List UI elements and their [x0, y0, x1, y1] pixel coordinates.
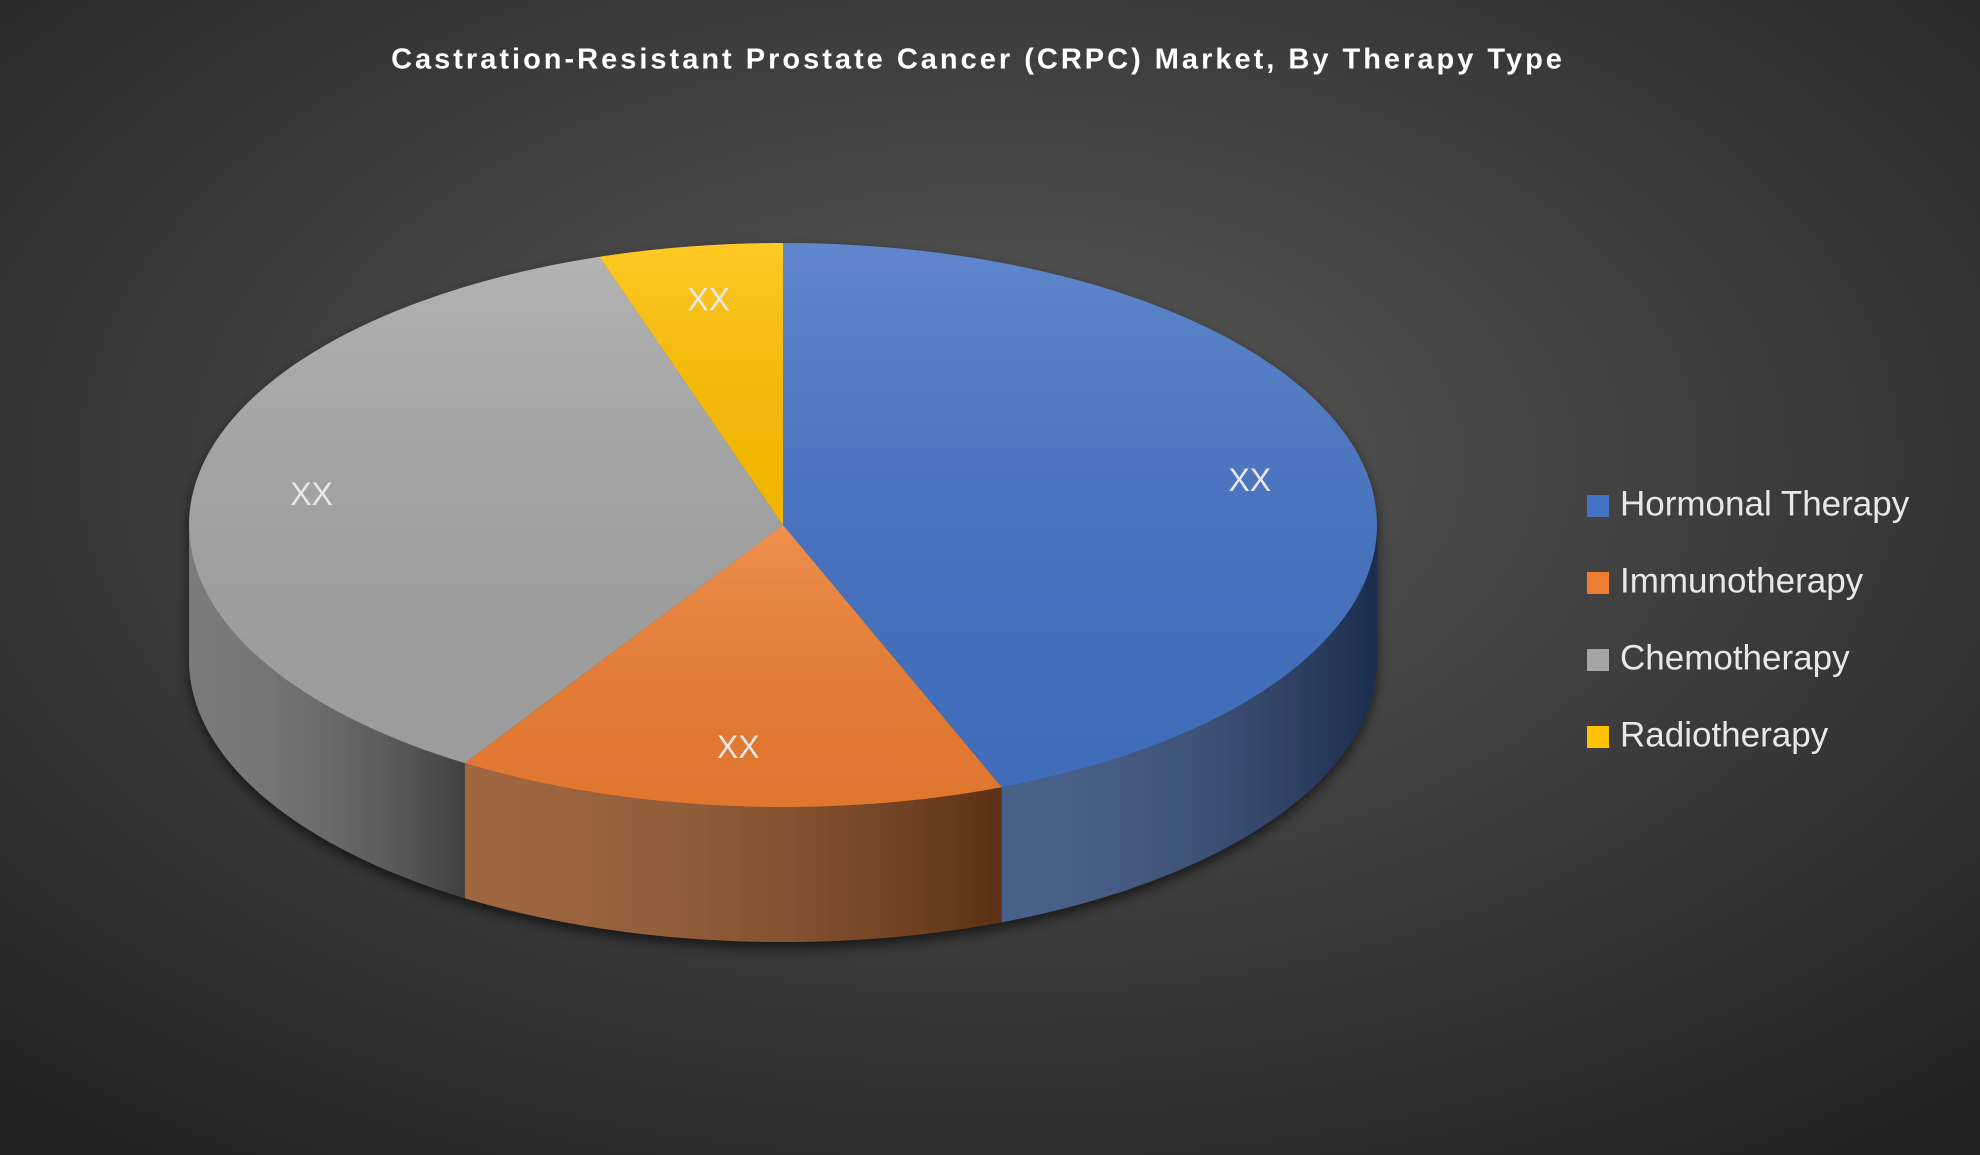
data-label: XX — [717, 729, 760, 765]
legend-label: Immunotherapy — [1620, 561, 1864, 600]
slice-side-shade — [189, 525, 465, 899]
legend-swatch — [1587, 649, 1609, 671]
legend-label: Hormonal Therapy — [1620, 484, 1910, 523]
legend: Hormonal Therapy Immunotherapy Chemotherap… — [1587, 484, 1910, 754]
pie — [189, 243, 1377, 942]
chart-title: Castration-Resistant Prostate Cancer (CR… — [391, 44, 1565, 76]
legend-swatch — [1587, 726, 1609, 748]
slice-side-shade — [1001, 525, 1377, 923]
slice-highlight — [464, 525, 1002, 807]
data-labels: XX XX XX XX — [290, 282, 1271, 765]
slice-highlight — [783, 243, 1377, 788]
data-label: XX — [290, 476, 333, 512]
data-label: XX — [687, 282, 730, 318]
legend-label: Chemotherapy — [1620, 638, 1850, 677]
data-label: XX — [1228, 462, 1271, 498]
legend-swatch — [1587, 495, 1609, 517]
slice-side-shade — [464, 763, 1002, 942]
slice-highlight — [599, 243, 783, 525]
legend-swatch — [1587, 572, 1609, 594]
legend-label: Radiotherapy — [1620, 715, 1829, 754]
slice-highlight — [189, 256, 784, 764]
